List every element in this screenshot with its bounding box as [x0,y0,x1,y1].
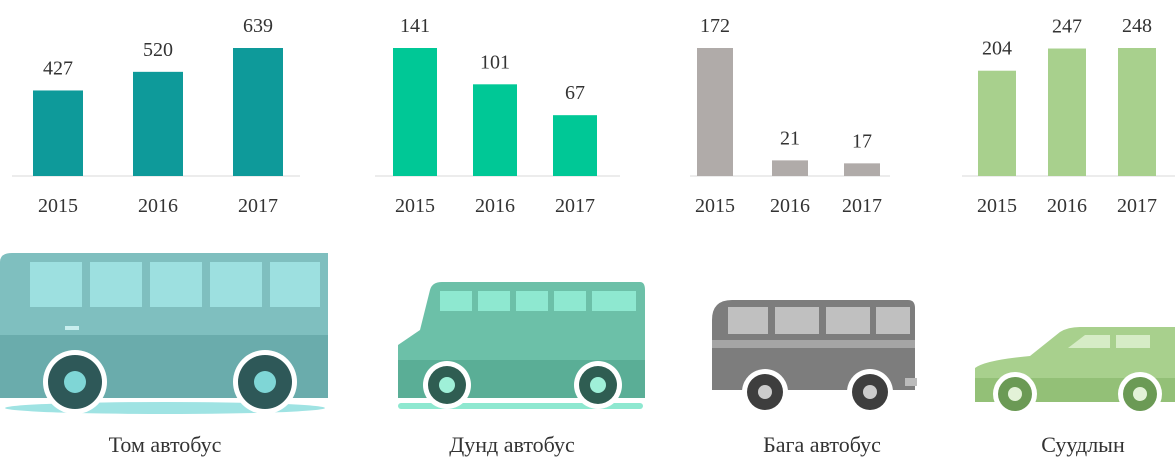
value-label: 247 [1052,16,1082,38]
caption: Дунд автобус [449,432,575,457]
x-tick-label: 2017 [238,195,278,217]
bar [33,90,83,176]
bar [553,115,597,176]
x-tick-label: 2016 [475,195,515,217]
value-label: 639 [243,15,273,37]
x-tick-label: 2017 [1117,195,1157,217]
x-tick-label: 2015 [695,195,735,217]
value-label: 427 [43,57,73,79]
x-tick-label: 2016 [138,195,178,217]
value-label: 141 [400,15,430,37]
bar [133,71,183,176]
big-bus-icon [0,253,328,414]
x-tick-label: 2017 [555,195,595,217]
bar [1118,48,1156,176]
value-label: 204 [982,38,1012,60]
value-label: 67 [565,82,585,104]
x-tick-label: 2016 [1047,195,1087,217]
small-bus-icon [712,300,917,415]
bar [978,70,1016,176]
bar [697,48,733,176]
value-label: 172 [700,15,730,37]
bar [772,160,808,176]
medium-bus-icon [398,282,645,409]
bar [393,48,437,176]
bar [1048,48,1086,176]
value-label: 21 [780,127,800,149]
value-label: 248 [1122,15,1152,37]
x-tick-label: 2016 [770,195,810,217]
bar [844,163,880,176]
caption: Бага автобус [763,432,881,457]
x-tick-label: 2017 [842,195,882,217]
caption: Том автобус [109,432,222,457]
car-icon [975,327,1175,416]
bar [233,48,283,176]
value-label: 17 [852,130,872,152]
bar [473,84,517,176]
caption: Суудлын [1041,432,1125,457]
x-tick-label: 2015 [395,195,435,217]
value-label: 101 [480,51,510,73]
x-tick-label: 2015 [38,195,78,217]
value-label: 520 [143,39,173,61]
x-tick-label: 2015 [977,195,1017,217]
